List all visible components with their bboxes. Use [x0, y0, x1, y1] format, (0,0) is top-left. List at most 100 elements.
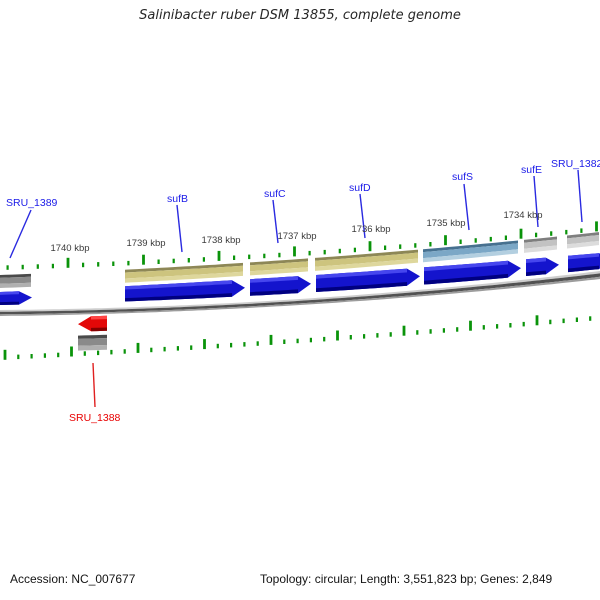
- ruler-tick-top-major: [217, 250, 221, 261]
- ruler-tick-bottom-minor: [416, 330, 419, 335]
- ruler-tick-top-minor: [233, 255, 236, 260]
- ruler-tick-top-minor: [172, 258, 175, 264]
- ruler-tick-bottom-minor: [429, 329, 432, 334]
- ruler-tick-top-minor: [263, 253, 266, 259]
- ruler-tick-bottom-minor: [296, 338, 299, 344]
- kbp-label-1737: 1737 kbp: [277, 231, 316, 242]
- ruler-tick-bottom-minor: [323, 336, 326, 342]
- ruler-tick-top-minor: [323, 249, 326, 255]
- ruler-tick-top-major: [368, 241, 372, 252]
- genome-stats-text: Topology: circular; Length: 3,551,823 bp…: [260, 572, 553, 586]
- ruler-tick-top-minor: [565, 229, 568, 235]
- leader-line-sufS: [463, 183, 470, 231]
- gene-arrow-highlight: [316, 268, 407, 279]
- ruler-tick-bottom-minor: [57, 352, 60, 358]
- ruler-tick-top-minor: [248, 254, 251, 260]
- gene-label-sufE: sufE: [521, 164, 542, 176]
- gene-box-sufE: [524, 236, 557, 243]
- ruler-tick-top-minor: [504, 235, 507, 240]
- gene-box-sufC: [250, 258, 308, 266]
- ruler-tick-top-major: [66, 257, 70, 268]
- ruler-tick-bottom-minor: [349, 335, 352, 340]
- gene-box-sufB: [125, 265, 243, 279]
- gene-box-SRU_1382: [567, 232, 599, 239]
- gene-label-sufS: sufS: [452, 171, 473, 183]
- ruler-tick-bottom-minor: [243, 342, 246, 347]
- ruler-tick-top-minor: [580, 228, 583, 233]
- ruler-tick-bottom-minor: [43, 353, 46, 358]
- ruler-tick-bottom-minor: [190, 345, 193, 350]
- ruler-tick-top-minor: [399, 244, 402, 249]
- gene-box-sufC: [250, 261, 308, 272]
- ruler-tick-bottom-major: [469, 320, 472, 331]
- ruler-tick-top-minor: [429, 242, 432, 247]
- leader-line-sufB: [176, 204, 183, 253]
- ruler-tick-top-minor: [459, 239, 462, 244]
- ruler-tick-top-minor: [384, 245, 387, 250]
- ruler-tick-bottom-minor: [216, 343, 219, 349]
- gene-box-sufS: [423, 243, 518, 259]
- ruler-tick-bottom-major: [336, 330, 339, 341]
- kbp-label-1740: 1740 kbp: [50, 243, 89, 254]
- leader-line-SRU_1382: [577, 169, 583, 223]
- ruler-tick-bottom-major: [203, 339, 206, 350]
- gene-box-SRU_1388: [78, 338, 107, 346]
- ruler-tick-top-minor: [202, 257, 205, 262]
- gene-box-SRU_1389: [0, 276, 31, 284]
- gene-arrow-shadow: [526, 270, 546, 276]
- gene-box-sufC: [250, 267, 308, 276]
- gene-arrow-highlight: [0, 291, 19, 295]
- kbp-label-1735: 1735 kbp: [426, 218, 465, 229]
- gene-box-sufE: [524, 239, 557, 249]
- gene-label-SRU_1382: SRU_1382: [551, 158, 600, 170]
- gene-arrow-highlight: [424, 260, 508, 272]
- ruler-tick-bottom-major: [136, 342, 140, 353]
- ruler-tick-top-minor: [36, 264, 39, 269]
- ruler-tick-top-minor: [338, 248, 341, 254]
- ruler-tick-bottom-major: [3, 349, 7, 360]
- ruler-tick-bottom-minor: [376, 333, 379, 338]
- leader-line-sufC: [272, 199, 279, 244]
- gene-box-SRU_1382: [567, 235, 599, 245]
- gene-label-SRU_1389: SRU_1389: [6, 197, 58, 209]
- gene-box-SRU_1388: [78, 345, 107, 351]
- ruler-tick-bottom-minor: [482, 325, 485, 330]
- ruler-tick-bottom-minor: [97, 350, 100, 356]
- ruler-tick-bottom-major: [70, 346, 73, 357]
- ruler-tick-bottom-minor: [496, 324, 499, 329]
- gene-arrow-SRU_1389: [0, 291, 32, 305]
- ruler-tick-bottom-major: [269, 334, 273, 345]
- ruler-tick-bottom-minor: [283, 339, 286, 344]
- ruler-tick-bottom-minor: [389, 332, 392, 337]
- ruler-tick-top-minor: [550, 231, 553, 236]
- ruler-tick-top-minor: [414, 243, 417, 248]
- ruler-tick-top-minor: [97, 262, 100, 267]
- gene-label-SRU_1388: SRU_1388: [69, 412, 121, 424]
- ruler-tick-bottom-minor: [17, 354, 20, 360]
- kbp-label-1738: 1738 kbp: [201, 235, 240, 246]
- gene-box-SRU_1389: [0, 273, 31, 278]
- ruler-tick-bottom-minor: [110, 349, 113, 355]
- ruler-tick-top-minor: [308, 250, 311, 256]
- kbp-label-1736: 1736 kbp: [351, 224, 390, 235]
- kbp-label-1739: 1739 kbp: [126, 238, 165, 249]
- ruler-tick-bottom-minor: [456, 327, 459, 332]
- ruler-tick-top-minor: [278, 252, 281, 258]
- ruler-tick-bottom-minor: [30, 354, 33, 359]
- gene-arrow-highlight: [125, 280, 232, 290]
- leader-line-sufE: [533, 175, 539, 228]
- gene-arrow-shadow: [91, 327, 107, 332]
- ruler-tick-top-minor: [535, 232, 538, 238]
- ruler-tick-top-minor: [353, 247, 356, 253]
- ruler-tick-top-minor: [82, 262, 85, 268]
- gene-label-sufB: sufB: [167, 193, 188, 205]
- gene-box-SRU_1388: [78, 334, 107, 339]
- ruler-tick-bottom-major: [535, 315, 539, 326]
- gene-box-sufB: [125, 271, 243, 283]
- ruler-tick-bottom-minor: [123, 349, 126, 354]
- ruler-tick-top-major: [142, 254, 145, 265]
- ruler-tick-bottom-minor: [230, 342, 233, 348]
- ruler-tick-top-major: [293, 246, 296, 257]
- ruler-tick-top-minor: [127, 260, 130, 266]
